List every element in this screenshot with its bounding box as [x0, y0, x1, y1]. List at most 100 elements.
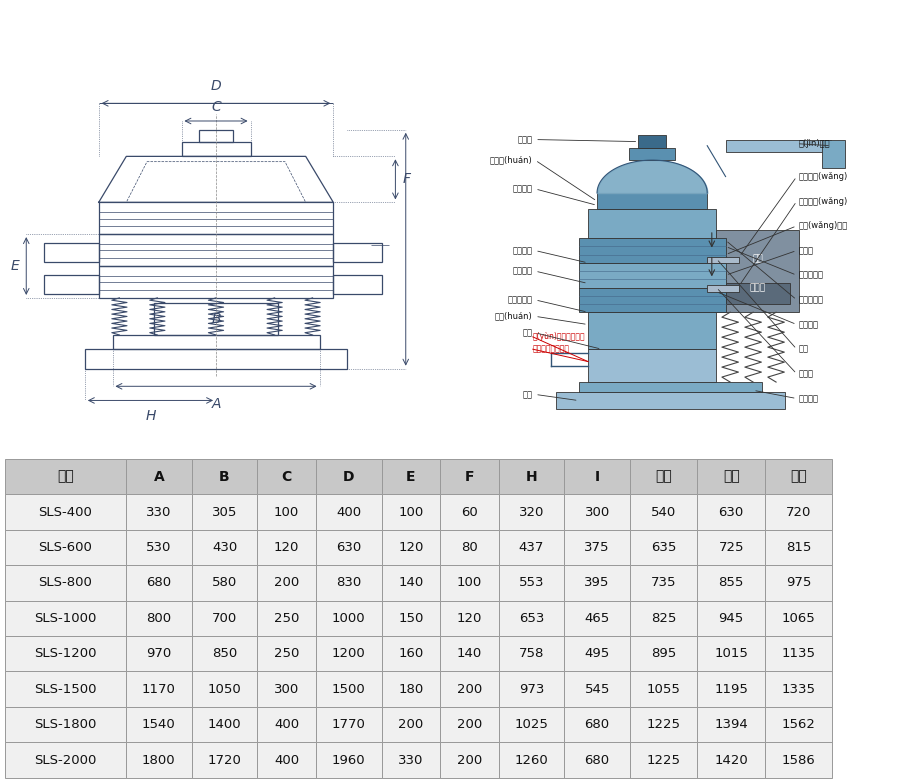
Text: 下部重錘: 下部重錘 [799, 394, 819, 403]
Bar [316, 566, 382, 601]
Text: 1500: 1500 [332, 682, 365, 696]
Text: H: H [145, 410, 156, 424]
Text: 200: 200 [456, 682, 482, 696]
Bar [630, 743, 698, 778]
Bar [629, 147, 675, 160]
Bar [765, 601, 832, 636]
Text: 825: 825 [651, 612, 677, 625]
Bar [698, 636, 765, 672]
Bar [579, 288, 725, 312]
Text: 758: 758 [518, 647, 544, 660]
Text: 330: 330 [398, 753, 424, 767]
Text: 彈簧: 彈簧 [523, 328, 533, 337]
Text: 80: 80 [461, 541, 478, 554]
Bar [564, 672, 630, 707]
Bar [698, 672, 765, 707]
Bar [4, 566, 126, 601]
Bar [4, 672, 126, 707]
Text: 720: 720 [786, 505, 812, 519]
Bar [182, 142, 250, 156]
Text: 140: 140 [398, 576, 424, 590]
Text: 850: 850 [212, 647, 238, 660]
Text: 頂部框架: 頂部框架 [513, 184, 533, 193]
Bar [112, 335, 320, 349]
Text: 540: 540 [651, 505, 677, 519]
Bar [126, 672, 192, 707]
Bar [43, 275, 99, 294]
Text: SLS-800: SLS-800 [39, 576, 92, 590]
Bar [499, 743, 564, 778]
Bar [257, 530, 316, 566]
Bar [316, 601, 382, 636]
Bar [126, 636, 192, 672]
Bar [192, 530, 257, 566]
Text: H: H [526, 470, 537, 484]
Text: B: B [212, 312, 220, 326]
Text: 運(yùn)輸用固定螺栓: 運(yùn)輸用固定螺栓 [533, 332, 585, 342]
Text: 防塵蓋: 防塵蓋 [518, 135, 533, 144]
Text: 395: 395 [584, 576, 610, 590]
Text: 輔助篩網(wǎng): 輔助篩網(wǎng) [799, 172, 849, 181]
Bar [564, 495, 630, 530]
Text: 振體: 振體 [752, 254, 763, 264]
Bar [579, 382, 762, 392]
Text: 試機時去掉！！！: 試機時去掉！！！ [533, 345, 570, 353]
Bar [333, 275, 382, 294]
Text: E: E [11, 259, 20, 273]
Bar [440, 743, 499, 778]
Text: 1260: 1260 [515, 753, 548, 767]
Text: 320: 320 [518, 505, 544, 519]
Bar [154, 303, 278, 335]
Bar [257, 566, 316, 601]
Bar [126, 566, 192, 601]
Text: 底部框架: 底部框架 [513, 267, 533, 275]
Bar [257, 459, 316, 495]
Text: 437: 437 [518, 541, 544, 554]
Bar [499, 601, 564, 636]
Bar [4, 495, 126, 530]
Text: 一層: 一層 [655, 470, 672, 484]
Bar [765, 495, 832, 530]
Bar [192, 601, 257, 636]
Text: 700: 700 [212, 612, 238, 625]
Bar [192, 636, 257, 672]
Bar [382, 566, 440, 601]
Text: 1586: 1586 [782, 753, 815, 767]
Bar [822, 140, 845, 168]
Text: 上部重錘: 上部重錘 [799, 320, 819, 329]
Bar [698, 566, 765, 601]
Text: SLS-600: SLS-600 [39, 541, 92, 554]
Bar [440, 495, 499, 530]
Bar [316, 530, 382, 566]
Text: 830: 830 [336, 576, 362, 590]
Bar [382, 672, 440, 707]
Text: 二層: 二層 [723, 470, 740, 484]
Bar [765, 743, 832, 778]
Bar [43, 243, 99, 263]
Bar [698, 459, 765, 495]
Text: 1055: 1055 [647, 682, 680, 696]
Text: 底座: 底座 [523, 390, 533, 399]
Text: 975: 975 [786, 576, 812, 590]
Bar [765, 636, 832, 672]
Text: D: D [343, 470, 355, 484]
Text: D: D [211, 79, 221, 93]
Text: 680: 680 [585, 718, 609, 731]
Bar [382, 636, 440, 672]
Text: 1960: 1960 [332, 753, 365, 767]
Bar [499, 495, 564, 530]
Bar [4, 636, 126, 672]
Bar [257, 672, 316, 707]
Text: 橡膠球: 橡膠球 [799, 246, 814, 255]
Text: 100: 100 [398, 505, 424, 519]
Bar [126, 601, 192, 636]
Text: 1562: 1562 [782, 718, 815, 731]
Text: 200: 200 [456, 753, 482, 767]
Bar [588, 312, 716, 349]
Bar [597, 193, 707, 210]
Bar [316, 672, 382, 707]
Text: F: F [464, 470, 474, 484]
Bar [192, 566, 257, 601]
Text: 篩網(wǎng)法蘭: 篩網(wǎng)法蘭 [799, 222, 849, 230]
Bar [316, 707, 382, 743]
